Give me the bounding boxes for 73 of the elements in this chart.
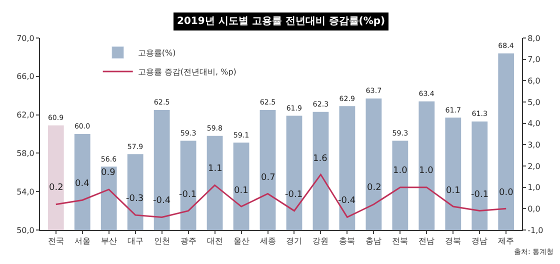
x-tick-label: 충남 (366, 236, 382, 246)
x-tick-label: 강원 (312, 236, 329, 246)
y-tick-label: 50,0 (16, 226, 34, 235)
data-label: -0.1 (179, 190, 197, 200)
data-label: 0.0 (499, 188, 514, 198)
data-label: 0.9 (101, 168, 116, 178)
y-tick-label: 54,0 (16, 187, 34, 196)
x-tick-label: 부산 (100, 236, 117, 246)
data-label: 60.0 (74, 122, 90, 131)
data-label: 62.5 (260, 98, 276, 107)
y-tick-label: 66,0 (16, 72, 34, 82)
data-label: -0.4 (153, 196, 171, 206)
x-tick-label: 경기 (286, 236, 302, 246)
x-tick-label: 광주 (180, 236, 196, 246)
data-label: 1.0 (393, 166, 408, 176)
y2-tick-label: 6,0 (528, 76, 540, 86)
data-label: -0.4 (338, 196, 356, 206)
data-label: 59.3 (392, 128, 408, 138)
data-label: 62.9 (339, 94, 355, 103)
data-label: 1.1 (208, 164, 222, 174)
y2-tick-label: 4,0 (528, 119, 540, 128)
x-tick-label: 세종 (260, 236, 276, 246)
y2-tick-label: 0,0 (528, 204, 540, 214)
x-tick-label: 경북 (445, 236, 462, 246)
data-label: -0.1 (285, 190, 303, 200)
x-tick-label: 서울 (74, 236, 90, 246)
x-tick-label: 전남 (418, 236, 435, 246)
x-tick-label: 대구 (127, 236, 144, 246)
data-label: 68.4 (498, 41, 514, 50)
data-label: 59.3 (180, 128, 196, 138)
data-label: 0.2 (367, 183, 382, 193)
data-label: 56.6 (100, 154, 118, 164)
legend-label: 고용률 증감(전년대비, %p) (138, 68, 236, 77)
data-label: 60.9 (48, 113, 64, 122)
x-tick-label: 전국 (48, 236, 64, 246)
y-tick-label: 58,0 (16, 149, 34, 158)
data-label: 57.9 (127, 142, 144, 151)
x-tick-label: 대전 (206, 236, 223, 246)
data-label: 63.4 (418, 89, 435, 98)
x-tick-label: 울산 (233, 236, 250, 246)
data-label: 1.6 (313, 154, 328, 164)
y2-tick-label: 1,0 (528, 183, 540, 192)
data-label: 59.1 (233, 130, 250, 140)
data-label: 0.7 (261, 173, 276, 183)
data-label: 63.7 (366, 86, 382, 96)
y2-tick-label: 3,0 (528, 140, 540, 150)
y2-tick-label: 2,0 (528, 162, 540, 171)
chart-title: 2019년 시도별 고용률 전년대비 증감률(%p) (177, 16, 386, 27)
data-label: 59.8 (206, 124, 223, 133)
y2-tick-label: 8,0 (528, 34, 540, 43)
y2-tick-label: 5,0 (528, 98, 540, 107)
data-label: 61.3 (472, 109, 488, 118)
x-tick-label: 충북 (339, 236, 356, 246)
y-tick-label: 62,0 (16, 110, 34, 120)
data-label: 61.9 (286, 103, 302, 112)
y-tick-label: 70,0 (16, 34, 34, 43)
x-tick-label: 경남 (472, 236, 488, 246)
x-tick-label: 인천 (154, 236, 170, 246)
data-label: 0.4 (75, 179, 90, 189)
data-label: -0.3 (126, 194, 144, 204)
x-tick-label: 전북 (392, 236, 408, 246)
y2-tick-label: -1,0 (528, 226, 544, 235)
data-label: -0.1 (471, 190, 489, 200)
data-label: 61.7 (445, 105, 462, 114)
data-label: 0.1 (234, 186, 248, 196)
data-label: 62.3 (312, 100, 329, 109)
data-label: 0.1 (446, 186, 460, 196)
data-label: 1.0 (419, 166, 434, 176)
x-tick-label: 제주 (498, 236, 514, 246)
data-label: 0.2 (49, 183, 64, 193)
legend-label: 고용률(%) (138, 48, 176, 58)
y2-tick-label: 7,0 (528, 55, 540, 64)
data-label: 62.5 (154, 98, 170, 107)
